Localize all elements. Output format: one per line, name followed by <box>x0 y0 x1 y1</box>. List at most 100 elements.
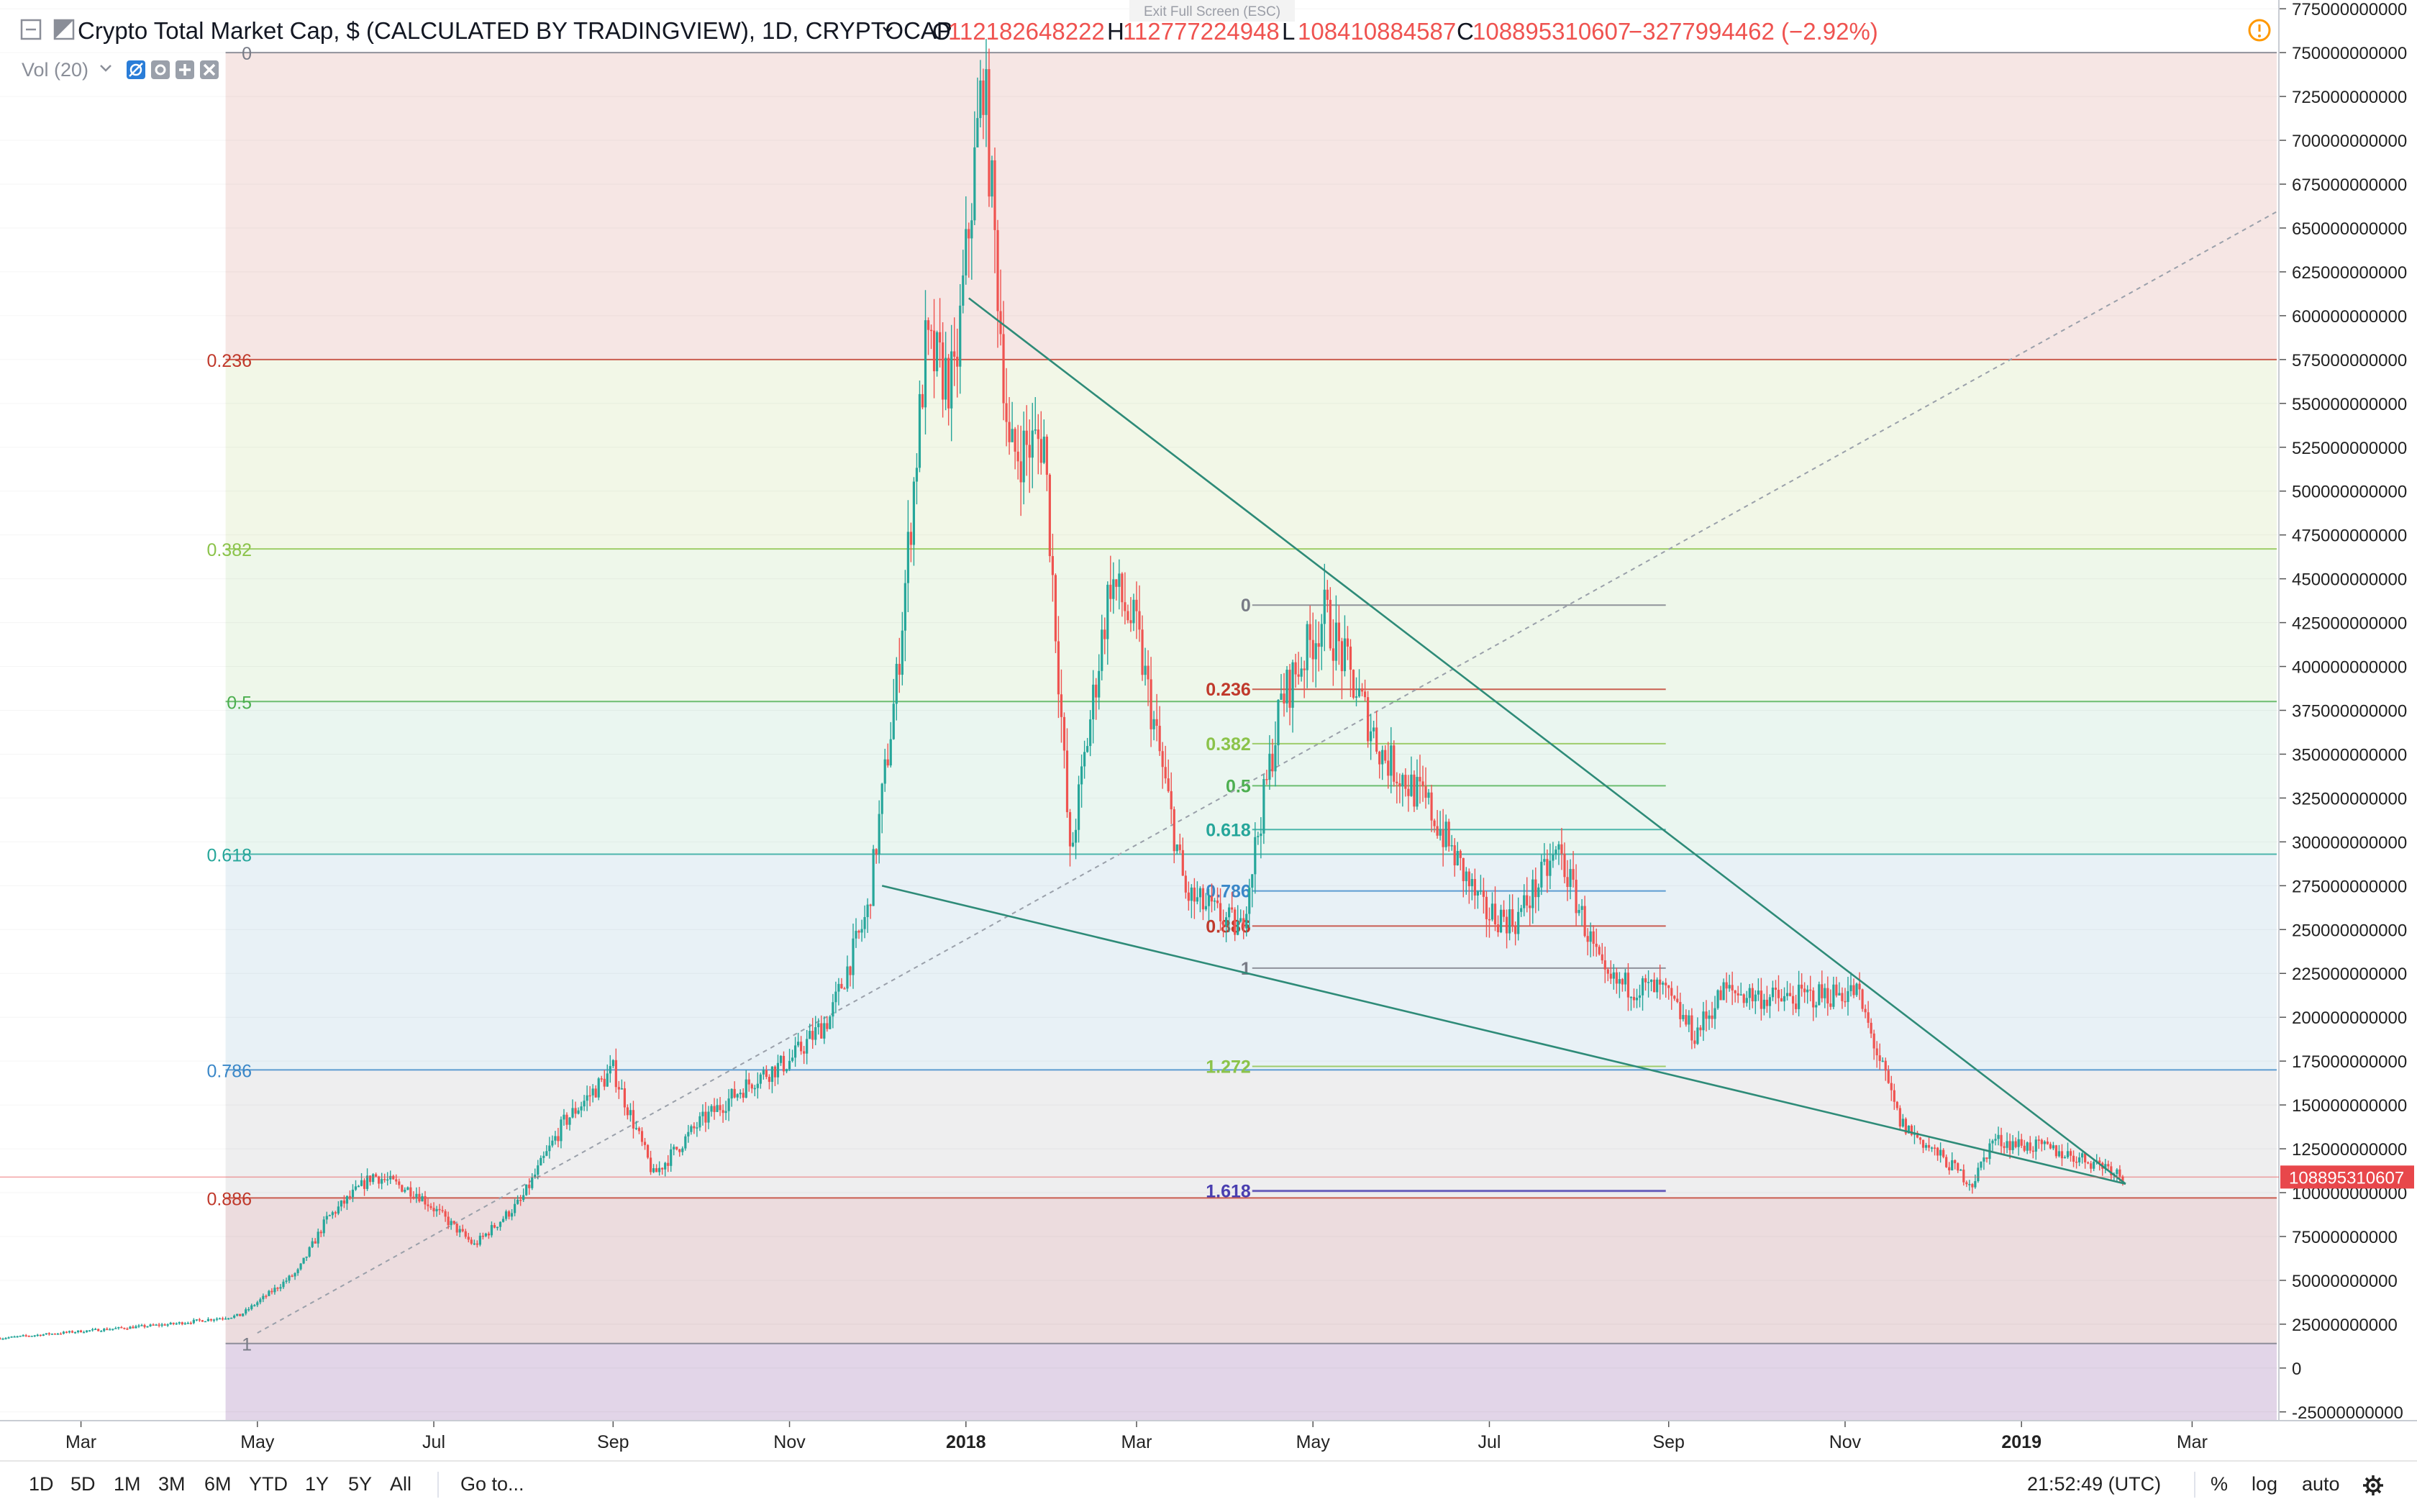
candle-body <box>1583 906 1586 937</box>
candle-body <box>484 1233 488 1237</box>
candle-body <box>27 1336 30 1337</box>
candle-body <box>2029 1142 2031 1151</box>
candle-body <box>1404 775 1407 789</box>
candle-body <box>70 1331 74 1333</box>
candle-body <box>198 1319 201 1321</box>
candle-body <box>1688 1015 1690 1025</box>
candle-body <box>418 1193 421 1202</box>
candle-body <box>860 929 863 933</box>
candle-body <box>1196 897 1199 902</box>
candle-body <box>1144 665 1147 675</box>
candle-body <box>611 1060 614 1067</box>
candle-body <box>1112 579 1115 599</box>
gear-icon[interactable] <box>2362 1475 2384 1496</box>
candle-body <box>1221 921 1225 926</box>
candle-body <box>233 1315 236 1318</box>
candle-body <box>681 1148 684 1152</box>
log-scale-toggle[interactable]: log <box>2252 1473 2278 1495</box>
candle-body <box>73 1331 77 1334</box>
timeframe-5d-button[interactable]: 5D <box>70 1473 96 1495</box>
gear-icon[interactable] <box>151 60 170 79</box>
candle-body <box>956 356 959 367</box>
exit-fullscreen-hint[interactable]: Exit Full Screen (ESC) <box>1144 4 1280 19</box>
candle-body <box>1921 1139 1925 1148</box>
auto-scale-toggle[interactable]: auto <box>2302 1473 2340 1495</box>
candle-body <box>855 931 857 939</box>
candle-body <box>2084 1153 2087 1162</box>
candle-body <box>155 1324 158 1326</box>
candle-body <box>1132 599 1135 624</box>
chevron-down-icon[interactable] <box>883 27 893 33</box>
candle-body <box>2043 1141 2046 1144</box>
candle-body <box>678 1149 681 1152</box>
timeframe-6m-button[interactable]: 6M <box>204 1473 232 1495</box>
candle-body <box>1265 779 1268 780</box>
candle-body <box>2037 1139 2040 1141</box>
y-tick-label: 425000000000 <box>2292 614 2407 634</box>
timeframe-ytd-button[interactable]: YTD <box>249 1473 288 1495</box>
timeframe-all-button[interactable]: All <box>390 1473 412 1495</box>
timeframe-1d-button[interactable]: 1D <box>29 1473 54 1495</box>
timeframe-3m-button[interactable]: 3M <box>158 1473 186 1495</box>
candle-body <box>1089 719 1092 747</box>
candle-body <box>1277 699 1280 746</box>
candle-body <box>2017 1139 2020 1147</box>
candle-body <box>123 1327 126 1329</box>
candle-body <box>1071 842 1075 847</box>
candle-body <box>927 320 930 330</box>
candle-body <box>1499 909 1503 933</box>
candle-body <box>1444 821 1447 847</box>
wedge-trendlines[interactable] <box>881 297 2126 1185</box>
candle-body <box>10 1336 13 1338</box>
time-axis[interactable]: Mar May Jul Sep Nov 2018 Mar May Jul Sep Nov 2019 Ma… <box>65 1421 2208 1452</box>
candle-body <box>716 1105 719 1112</box>
candle-body <box>1103 629 1106 639</box>
candle-body <box>950 351 953 409</box>
candle-body <box>461 1229 464 1231</box>
candle-body <box>1632 996 1636 1001</box>
last-price-label: 108895310607 <box>2289 1168 2404 1188</box>
fib-band <box>225 53 2277 360</box>
candle-body <box>1936 1147 1939 1156</box>
candle-body <box>883 759 886 784</box>
utc-clock[interactable]: 21:52:49 (UTC) <box>2027 1473 2162 1495</box>
candle-body <box>1540 862 1543 888</box>
candle-body <box>1523 895 1526 908</box>
candle-body <box>1994 1139 1997 1141</box>
candle-body <box>1060 694 1063 717</box>
candle-body <box>629 1110 632 1116</box>
candle-body <box>800 1042 803 1052</box>
timeframe-1m-button[interactable]: 1M <box>114 1473 141 1495</box>
candle-body <box>1323 589 1326 624</box>
chevron-down-icon[interactable] <box>100 65 111 72</box>
collapse-legend-icon[interactable] <box>20 19 42 40</box>
candle-body <box>793 1045 797 1058</box>
y-tick-label: -25000000000 <box>2292 1403 2403 1423</box>
percent-scale-toggle[interactable]: % <box>2211 1473 2229 1495</box>
timeframe-5y-button[interactable]: 5Y <box>348 1473 373 1495</box>
candle-body <box>1141 629 1144 675</box>
warning-icon[interactable] <box>2248 19 2271 42</box>
candle-body <box>68 1331 71 1333</box>
candle-body <box>1014 429 1016 452</box>
candle-body <box>1933 1147 1936 1149</box>
y-tick-label: 700000000000 <box>2292 132 2407 151</box>
candle-body <box>1572 869 1575 880</box>
exit-fullscreen-hint-bg <box>1129 0 1295 22</box>
candle-body <box>2052 1145 2055 1149</box>
candle-body <box>392 1175 395 1180</box>
go-to-date-button[interactable]: Go to... <box>460 1473 524 1495</box>
volume-indicator-label[interactable]: Vol (20) <box>22 59 88 81</box>
candle-body <box>776 1062 780 1078</box>
candle-body <box>50 1334 53 1335</box>
symbol-title[interactable]: Crypto Total Market Cap, $ (CALCULATED B… <box>78 17 952 44</box>
candle-body <box>837 983 840 992</box>
candle-body <box>655 1168 658 1172</box>
candle-body <box>519 1200 522 1201</box>
candle-body <box>242 1313 245 1316</box>
candle-body <box>1760 990 1762 1009</box>
candle-body <box>1447 821 1450 847</box>
timeframe-1y-button[interactable]: 1Y <box>305 1473 329 1495</box>
price-axis[interactable]: -25000000000 0 25000000000 50000000000 75000… <box>2279 0 2407 1423</box>
